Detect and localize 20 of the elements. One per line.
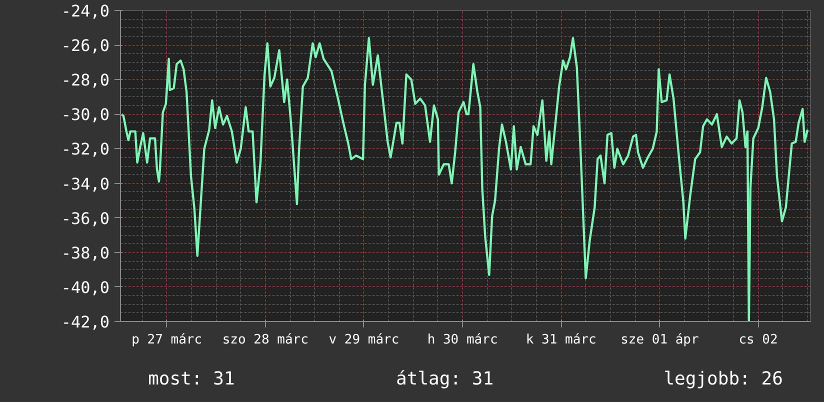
x-tick-label: cs 02 <box>738 332 778 348</box>
y-tick-label: -24,0 <box>61 2 110 20</box>
x-tick-label: k 31 márc <box>526 332 596 348</box>
x-tick-label: v 29 márc <box>328 332 400 348</box>
y-tick-label: -28,0 <box>61 70 110 90</box>
text: most: 31 <box>148 368 235 390</box>
x-tick-label: sze 01 ápr <box>620 332 700 348</box>
text: legjobb: 26 <box>664 368 783 390</box>
y-tick-label: -26,0 <box>61 36 110 56</box>
y-tick-label: -36,0 <box>61 208 110 228</box>
y-tick-label: -40,0 <box>61 278 110 297</box>
y-tick-label: -34,0 <box>61 174 110 194</box>
x-tick-label: p 27 márc <box>132 332 202 348</box>
y-tick-label: -38,0 <box>61 243 110 262</box>
y-tick-label: -30,0 <box>61 105 110 124</box>
y-tick-label: -32,0 <box>61 140 110 159</box>
text: átlag: 31 <box>396 368 494 390</box>
y-tick-label: -42,0 <box>61 312 110 332</box>
x-tick-label: szo 28 márc <box>222 332 308 348</box>
x-tick-label: h 30 márc <box>427 332 498 348</box>
